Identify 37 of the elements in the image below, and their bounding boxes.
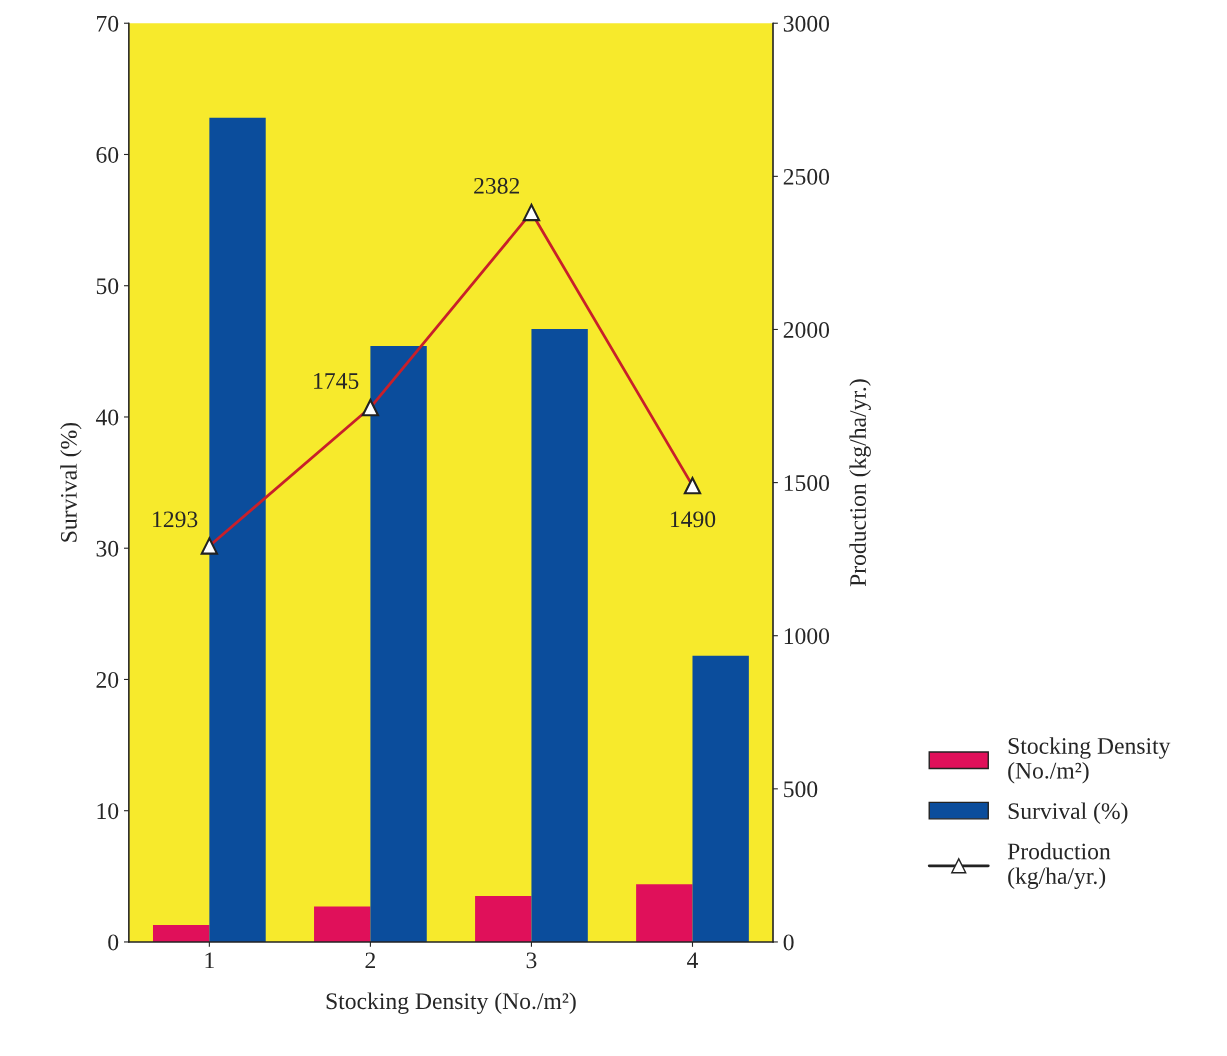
bar — [152, 924, 210, 942]
x-tick-label: 3 — [526, 952, 537, 969]
bar — [475, 896, 532, 942]
y2-tick-label: 2500 — [783, 168, 830, 185]
y-tick-label: 70 — [97, 15, 119, 32]
data-label: 1745 — [314, 373, 359, 389]
data-label: 2382 — [474, 177, 520, 194]
y-tick-label: 60 — [96, 146, 119, 163]
bar — [209, 117, 266, 942]
x-axis-title: Stocking Density (No./m²) — [326, 992, 576, 1015]
y2-tick-label: 3000 — [783, 15, 830, 32]
y2-axis-title: Production (kg/ha/yr.) — [849, 379, 871, 587]
legend-label: Stocking Density (No./m²) — [1008, 737, 1171, 784]
y-tick-label: 10 — [97, 803, 119, 820]
bar — [692, 655, 749, 942]
y-tick-label: 20 — [96, 671, 119, 688]
y-tick-label: 30 — [96, 540, 119, 557]
y2-tick-label: 1500 — [784, 475, 830, 492]
x-tick-label: 4 — [687, 952, 699, 969]
y-tick-label: 50 — [96, 278, 119, 295]
y-tick-label: 0 — [108, 934, 119, 951]
data-label: 1490 — [670, 511, 716, 528]
x-tick-label: 2 — [365, 952, 375, 969]
y-tick-label: 40 — [95, 409, 119, 426]
data-label: 1293 — [153, 511, 198, 528]
bar — [531, 329, 588, 942]
legend-label: Survival (%) — [1008, 802, 1128, 824]
bar — [636, 884, 693, 942]
y2-tick-label: 0 — [783, 934, 794, 951]
y2-tick-label: 1000 — [784, 628, 830, 645]
x-tick-label: 1 — [205, 952, 214, 969]
legend-label: Production (kg/ha/yr.) — [1007, 842, 1111, 889]
y2-tick-label: 2000 — [783, 321, 830, 338]
bar — [370, 346, 427, 942]
y-axis-title: Survival (%) — [60, 422, 82, 542]
bar — [314, 906, 371, 942]
y2-tick-label: 500 — [784, 781, 818, 798]
